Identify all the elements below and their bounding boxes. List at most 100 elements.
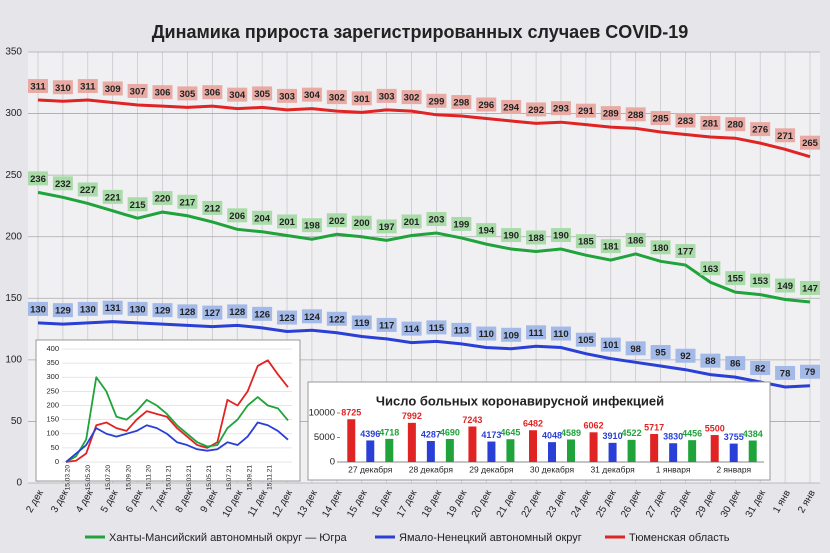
data-label-box (501, 327, 522, 342)
data-label-box (700, 261, 721, 276)
data-label: 124 (304, 312, 321, 323)
series-line (37, 320, 811, 389)
data-label-box (127, 83, 148, 98)
data-label: 293 (553, 104, 569, 115)
data-label-box (625, 341, 646, 356)
data-label: 305 (179, 89, 196, 100)
data-label-box (277, 88, 298, 103)
data-label: 129 (155, 306, 171, 317)
data-label-box (401, 90, 422, 105)
data-label: 206 (229, 211, 245, 222)
data-label-box (550, 101, 571, 116)
x-tick-label: 15.07.21 (226, 465, 233, 491)
bar (669, 443, 678, 462)
data-label-box (575, 234, 596, 249)
data-label: 95 (655, 348, 666, 359)
data-label: 4287 (421, 429, 441, 439)
data-label: 4690 (440, 427, 460, 437)
bar (627, 439, 636, 462)
data-label: 201 (404, 217, 421, 228)
data-label-box (326, 311, 347, 326)
data-label-box (675, 348, 696, 363)
data-label-box (526, 325, 547, 340)
x-tick-label: 1 января (656, 464, 691, 474)
data-label: 7992 (402, 411, 422, 421)
data-label: 5500 (705, 423, 725, 433)
y-tick-label: 300 (5, 108, 22, 119)
y-tick-label: 300 (46, 372, 59, 381)
data-label-box (725, 356, 746, 371)
data-label: 186 (628, 235, 644, 246)
data-label: 201 (279, 217, 296, 228)
data-label-box (252, 86, 273, 101)
data-label: 227 (80, 185, 96, 196)
data-label: 130 (80, 304, 96, 315)
data-label: 129 (55, 306, 71, 317)
data-label: 306 (155, 88, 171, 99)
data-label: 128 (179, 307, 195, 318)
data-label-box (625, 232, 646, 247)
data-label: 292 (528, 105, 544, 116)
data-label-box (52, 80, 73, 95)
bar (468, 426, 477, 462)
bar (385, 438, 394, 462)
data-label-box (775, 278, 796, 293)
data-label: 147 (802, 283, 818, 294)
data-label-box (326, 213, 347, 228)
data-label: 302 (404, 93, 420, 104)
data-label: 153 (752, 276, 768, 287)
data-label: 115 (429, 323, 445, 334)
data-label: 283 (678, 116, 694, 127)
data-label: 128 (229, 307, 245, 318)
data-label-box (77, 79, 98, 94)
x-tick-label: 15.09.20 (125, 465, 132, 491)
data-label: 123 (279, 313, 295, 324)
data-label-box (700, 353, 721, 368)
data-label-box (501, 99, 522, 114)
data-label-box (177, 194, 198, 209)
data-label-box (700, 115, 721, 130)
data-label: 3910 (603, 431, 623, 441)
data-label: 203 (429, 215, 445, 226)
data-label: 4173 (481, 430, 501, 440)
data-label-box (28, 301, 48, 316)
data-label: 5717 (644, 422, 664, 432)
bar (347, 419, 356, 462)
x-tick-label: 15.05.21 (206, 465, 213, 491)
bar (529, 430, 537, 462)
data-label-box (77, 182, 98, 197)
data-label-box (750, 122, 771, 137)
data-label: 310 (55, 83, 71, 94)
data-label-box (675, 113, 696, 128)
bar (506, 439, 515, 462)
data-label-box (501, 228, 522, 243)
bar (548, 442, 556, 462)
bar (426, 440, 435, 462)
y-tick-label: 100 (46, 429, 59, 438)
y-tick-label: 0 (16, 478, 22, 489)
data-label: 117 (379, 320, 394, 331)
data-label-box (227, 208, 248, 223)
data-label: 299 (429, 96, 445, 107)
series-line (37, 98, 811, 159)
data-label: 6062 (584, 421, 604, 431)
y-tick-label: 50 (51, 443, 59, 452)
data-label-box (725, 271, 746, 286)
data-label-box (227, 87, 248, 102)
data-label: 4645 (500, 428, 520, 438)
data-label: 204 (254, 213, 271, 224)
data-label: 101 (603, 340, 620, 351)
x-tick-label: 30 декабря (530, 464, 575, 474)
data-label-box (376, 317, 397, 332)
data-label-box (526, 230, 547, 245)
data-label: 200 (354, 218, 370, 229)
data-label: 113 (454, 325, 469, 336)
data-label-box (376, 219, 397, 234)
data-label-box (301, 218, 322, 233)
data-label: 8725 (341, 408, 361, 418)
data-label: 126 (254, 309, 270, 320)
data-label: 311 (30, 82, 46, 93)
data-label: 109 (503, 330, 519, 341)
data-label: 4456 (682, 429, 702, 439)
